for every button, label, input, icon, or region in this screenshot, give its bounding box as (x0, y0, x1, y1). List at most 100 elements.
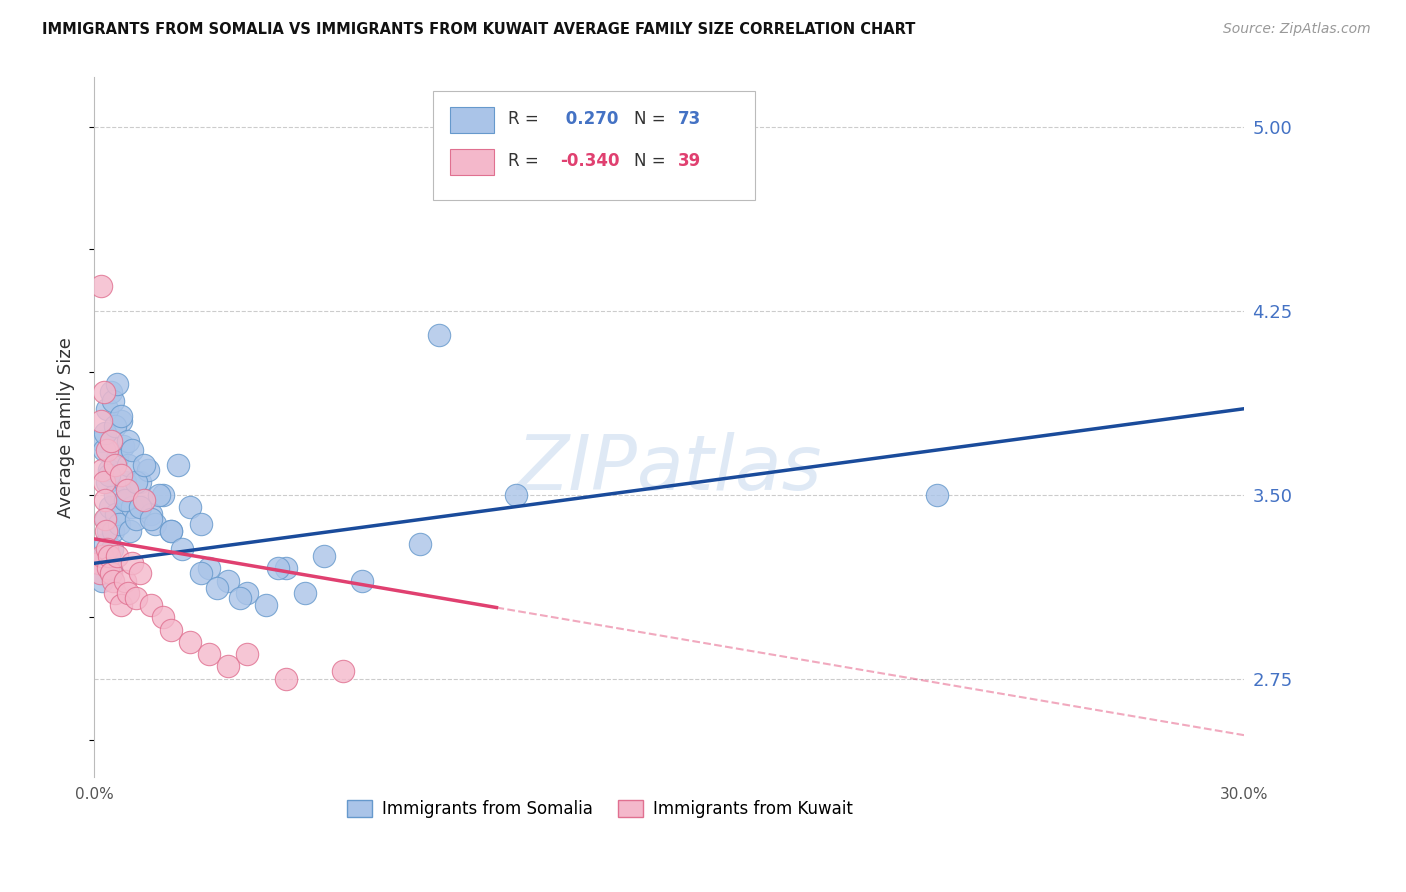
Point (94, 426, 117, 441)
Point (217, 574, 239, 588)
Point (91, 574, 114, 588)
Point (98, 500, 121, 514)
Point (93, 492, 115, 507)
Point (198, 647, 221, 661)
Point (167, 458, 190, 473)
Text: 73: 73 (678, 110, 702, 128)
Y-axis label: Average Family Size: Average Family Size (58, 336, 75, 517)
Point (274, 561, 297, 575)
Point (141, 508, 163, 522)
Point (121, 557, 143, 571)
Text: N =: N = (634, 110, 671, 128)
Point (93, 537, 115, 551)
Point (190, 566, 212, 581)
Point (100, 566, 122, 581)
Point (90, 279, 112, 293)
Point (129, 475, 152, 490)
Point (125, 475, 148, 490)
Point (198, 561, 221, 575)
Point (101, 394, 124, 409)
Point (152, 610, 174, 624)
Point (274, 672, 297, 686)
Point (129, 500, 152, 514)
Point (125, 591, 148, 605)
Point (117, 434, 139, 448)
Point (294, 586, 316, 600)
Point (90, 434, 112, 448)
Point (110, 414, 132, 428)
Point (93, 549, 115, 563)
Point (159, 524, 181, 539)
Point (108, 517, 131, 532)
Point (132, 492, 155, 507)
Point (105, 549, 128, 563)
Point (117, 586, 139, 600)
Point (105, 450, 128, 465)
Point (148, 488, 170, 502)
Point (267, 561, 290, 575)
Point (115, 483, 138, 497)
Point (332, 665, 354, 679)
Point (352, 574, 374, 588)
Point (97, 561, 120, 575)
Point (89, 566, 111, 581)
Point (427, 328, 450, 343)
Point (96, 401, 118, 416)
FancyBboxPatch shape (450, 149, 494, 176)
Legend: Immigrants from Somalia, Immigrants from Kuwait: Immigrants from Somalia, Immigrants from… (340, 793, 859, 824)
Point (100, 384, 122, 399)
FancyBboxPatch shape (450, 107, 494, 134)
Point (179, 500, 201, 514)
Point (100, 561, 122, 575)
Point (117, 458, 139, 473)
Point (143, 517, 166, 532)
Point (98, 468, 121, 483)
Point (114, 574, 136, 588)
Point (98, 549, 121, 563)
Point (111, 439, 134, 453)
Point (927, 488, 949, 502)
Point (89, 557, 111, 571)
Point (98, 463, 121, 477)
Point (104, 418, 127, 433)
Text: IMMIGRANTS FROM SOMALIA VS IMMIGRANTS FROM KUWAIT AVERAGE FAMILY SIZE CORRELATIO: IMMIGRANTS FROM SOMALIA VS IMMIGRANTS FR… (42, 22, 915, 37)
Text: N =: N = (634, 152, 671, 169)
Point (190, 517, 212, 532)
Point (104, 586, 127, 600)
Point (96, 475, 118, 490)
Point (90, 566, 112, 581)
Point (90, 414, 112, 428)
Point (205, 581, 228, 595)
Point (100, 434, 122, 448)
Point (105, 377, 128, 392)
Text: R =: R = (508, 152, 544, 169)
Point (409, 537, 432, 551)
Point (105, 508, 128, 522)
Point (228, 591, 250, 605)
Text: Source: ZipAtlas.com: Source: ZipAtlas.com (1223, 22, 1371, 37)
Point (114, 475, 136, 490)
Point (114, 492, 136, 507)
Point (121, 443, 143, 458)
Point (93, 384, 115, 399)
Point (110, 468, 132, 483)
Point (115, 492, 138, 507)
Point (159, 623, 181, 637)
Point (96, 512, 118, 526)
Point (93, 475, 115, 490)
Point (90, 561, 112, 575)
Point (101, 541, 124, 556)
Point (120, 524, 142, 539)
Point (152, 488, 174, 502)
Point (96, 443, 118, 458)
Point (110, 598, 132, 612)
Point (125, 512, 148, 526)
Point (104, 458, 127, 473)
Point (91, 549, 114, 563)
Point (93, 443, 115, 458)
Point (104, 488, 127, 502)
Point (110, 409, 132, 423)
Point (129, 566, 152, 581)
Text: R =: R = (508, 110, 544, 128)
Point (159, 524, 181, 539)
